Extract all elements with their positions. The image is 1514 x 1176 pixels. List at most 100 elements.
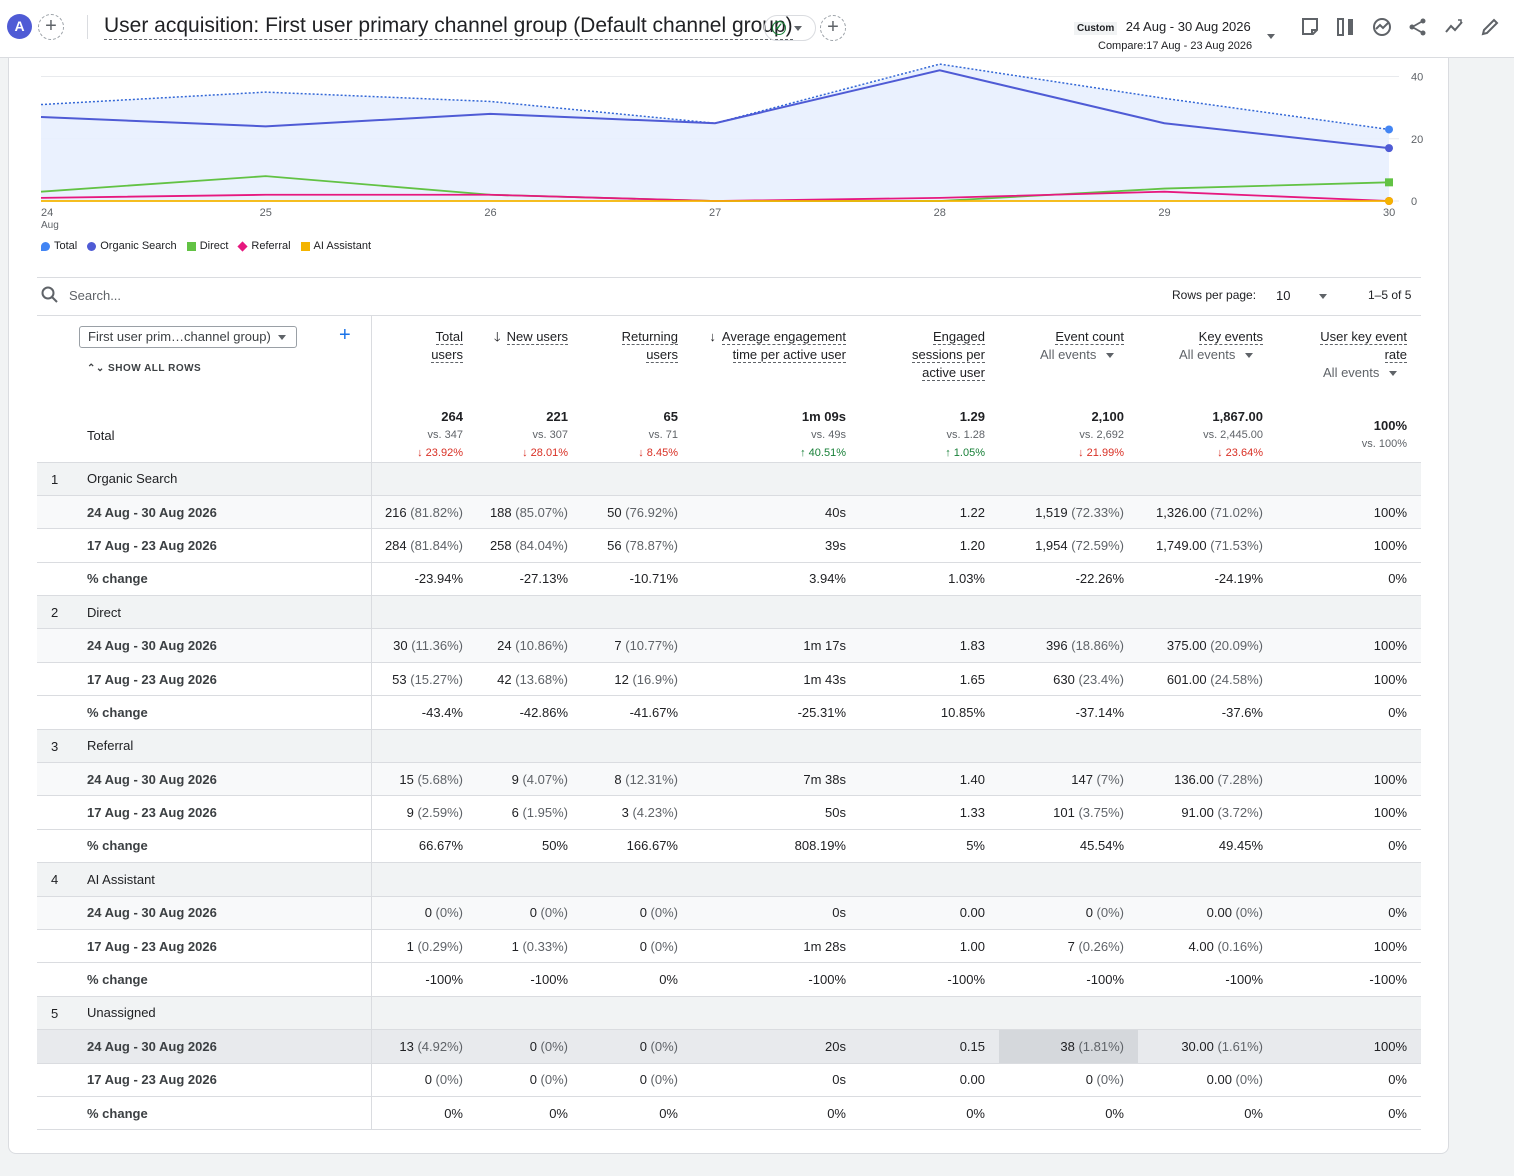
table-cell: 0% bbox=[477, 1096, 582, 1131]
table-cell: 50s bbox=[692, 795, 860, 830]
metric-header[interactable]: Returning users bbox=[582, 315, 692, 398]
add-comparison-button[interactable]: + bbox=[38, 14, 64, 40]
table-cell: 0% bbox=[1277, 829, 1421, 864]
table-cell: 630 (23.4%) bbox=[999, 662, 1138, 697]
table-cell: 0% bbox=[1277, 896, 1421, 930]
x-tick-label: 30 bbox=[1383, 207, 1395, 219]
add-dimension-button[interactable]: + bbox=[339, 324, 351, 346]
chevron-down-icon bbox=[794, 25, 802, 31]
table-cell: 258 (84.04%) bbox=[477, 528, 582, 563]
table-cell: 24 Aug - 30 Aug 2026 bbox=[37, 495, 372, 530]
metric-header[interactable]: Event count All events bbox=[999, 315, 1138, 398]
y-tick-label: 40 bbox=[1411, 72, 1423, 84]
compare-columns-icon[interactable] bbox=[1335, 16, 1357, 38]
table-cell: 1m 28s bbox=[692, 929, 860, 964]
table-cell: 0% bbox=[999, 1096, 1138, 1131]
table-cell: 1m 43s bbox=[692, 662, 860, 697]
table-row[interactable]: % change -100% -100% 0% -100% -100% -100% -100%… bbox=[37, 962, 1421, 997]
table-cell: -37.14% bbox=[999, 695, 1138, 730]
table-row[interactable]: % change 66.67% 50% 166.67% 808.19% 5% 45.54% 4… bbox=[37, 829, 1421, 864]
legend-item[interactable]: Organic Search bbox=[87, 240, 177, 252]
metric-header[interactable]: Key events All events bbox=[1138, 315, 1277, 398]
table-cell: % change bbox=[37, 829, 372, 864]
table-cell: 100% bbox=[1277, 1029, 1421, 1064]
table-cell: 0 (0%) bbox=[582, 929, 692, 964]
chart-legend: Total Organic Search Direct Referral AI Assi… bbox=[41, 240, 371, 252]
table-cell: 2 Direct bbox=[37, 595, 372, 630]
table-row[interactable]: % change -23.94% -27.13% -10.71% 3.94% 1.03% -… bbox=[37, 562, 1421, 597]
share-icon[interactable] bbox=[1407, 16, 1429, 38]
group-row[interactable]: 1 Organic Search bbox=[37, 462, 1421, 496]
metric-header[interactable]: Total users bbox=[371, 315, 477, 398]
table-row[interactable]: 17 Aug - 23 Aug 2026 0 (0%) 0 (0%) 0 (0%) 0s… bbox=[37, 1063, 1421, 1097]
table-cell: 0s bbox=[692, 1063, 860, 1097]
legend-item[interactable]: Direct bbox=[186, 240, 228, 252]
legend-item[interactable]: AI Assistant bbox=[300, 240, 372, 252]
table-cell: 6 (1.95%) bbox=[477, 795, 582, 830]
table-cell: 100% bbox=[1277, 929, 1421, 964]
show-all-rows-button[interactable]: ⌃⌄ SHOW ALL ROWS bbox=[87, 363, 202, 374]
add-report-button[interactable]: + bbox=[820, 15, 846, 41]
table-row[interactable]: 24 Aug - 30 Aug 2026 15 (5.68%) 9 (4.07%) 8… bbox=[37, 762, 1421, 797]
page-title[interactable]: User acquisition: First user primary cha… bbox=[104, 13, 793, 40]
table-cell: 17 Aug - 23 Aug 2026 bbox=[37, 1063, 372, 1097]
table-row[interactable]: % change 0% 0% 0% 0% 0% 0% 0% 0% bbox=[37, 1096, 1421, 1131]
table-cell: 7 (0.26%) bbox=[999, 929, 1138, 964]
table-cell: 216 (81.82%) bbox=[371, 495, 477, 530]
total-metric-cell: 221 vs. 307 ↓ 28.01% bbox=[477, 397, 582, 463]
table-row[interactable]: 24 Aug - 30 Aug 2026 13 (4.92%) 0 (0%) 0 (0… bbox=[37, 1029, 1421, 1064]
rows-per-page-select[interactable]: 10 bbox=[1276, 288, 1291, 303]
table-cell: -25.31% bbox=[692, 695, 860, 730]
table-cell: 17 Aug - 23 Aug 2026 bbox=[37, 528, 372, 563]
table-cell: 0 (0%) bbox=[582, 1029, 692, 1064]
table-cell: 56 (78.87%) bbox=[582, 528, 692, 563]
metric-header[interactable]: Engaged sessions per active user bbox=[860, 315, 999, 398]
date-range-picker[interactable]: Custom 24 Aug - 30 Aug 2026 Compare:17 A… bbox=[1074, 18, 1274, 52]
group-row[interactable]: 3 Referral bbox=[37, 729, 1421, 764]
group-row[interactable]: 4 AI Assistant bbox=[37, 862, 1421, 897]
table-row[interactable]: 24 Aug - 30 Aug 2026 216 (81.82%) 188 (85.… bbox=[37, 495, 1421, 530]
table-cell: 24 Aug - 30 Aug 2026 bbox=[37, 762, 372, 797]
table-cell: % change bbox=[37, 562, 372, 597]
metric-header[interactable]: ↓ Average engagement time per active user bbox=[692, 315, 860, 398]
group-row[interactable]: 5 Unassigned bbox=[37, 996, 1421, 1031]
report-status-dropdown[interactable]: ✓ bbox=[764, 15, 816, 41]
search-input[interactable]: Search... bbox=[69, 287, 122, 303]
sort-arrow-icon: ↓ bbox=[709, 329, 716, 344]
metric-header[interactable]: 🡓 New users bbox=[477, 315, 582, 398]
group-row[interactable]: 2 Direct bbox=[37, 595, 1421, 630]
table-cell: 3 (4.23%) bbox=[582, 795, 692, 830]
legend-item[interactable]: Total bbox=[41, 240, 77, 252]
table-row[interactable]: % change -43.4% -42.86% -41.67% -25.31% 10.85… bbox=[37, 695, 1421, 730]
legend-label: AI Assistant bbox=[313, 240, 372, 252]
insights-icon[interactable] bbox=[1371, 16, 1393, 38]
table-row[interactable]: 17 Aug - 23 Aug 2026 9 (2.59%) 6 (1.95%) 3 … bbox=[37, 795, 1421, 830]
table-row[interactable]: 24 Aug - 30 Aug 2026 30 (11.36%) 24 (10.86… bbox=[37, 628, 1421, 663]
table-row[interactable]: 17 Aug - 23 Aug 2026 284 (81.84%) 258 (84.… bbox=[37, 528, 1421, 563]
table-cell: 100% bbox=[1277, 495, 1421, 530]
table-cell: 100% bbox=[1277, 528, 1421, 563]
table-cell: 1m 17s bbox=[692, 628, 860, 663]
table-search[interactable]: Search... bbox=[41, 286, 121, 304]
trend-analysis-icon[interactable] bbox=[1443, 16, 1465, 38]
table-cell: -22.26% bbox=[999, 562, 1138, 597]
chevron-down-icon[interactable] bbox=[1319, 294, 1327, 299]
edit-comparison-icon[interactable] bbox=[1299, 16, 1321, 38]
table-cell: -37.6% bbox=[1138, 695, 1277, 730]
table-cell: -100% bbox=[860, 962, 999, 997]
table-row[interactable]: 24 Aug - 30 Aug 2026 0 (0%) 0 (0%) 0 (0%) 0s… bbox=[37, 896, 1421, 930]
table-cell: -27.13% bbox=[477, 562, 582, 597]
table-row[interactable]: 17 Aug - 23 Aug 2026 53 (15.27%) 42 (13.68… bbox=[37, 662, 1421, 697]
table-row[interactable]: 17 Aug - 23 Aug 2026 1 (0.29%) 1 (0.33%) 0 … bbox=[37, 929, 1421, 964]
metric-header[interactable]: User key event rate All events bbox=[1277, 315, 1421, 398]
chevron-down-icon[interactable] bbox=[1267, 34, 1275, 39]
series-line-total bbox=[40, 63, 1390, 131]
account-avatar[interactable]: A bbox=[7, 14, 32, 39]
legend-item[interactable]: Referral bbox=[237, 240, 291, 252]
table-cell: -100% bbox=[371, 962, 477, 997]
dimension-select[interactable]: First user prim…channel group) bbox=[79, 326, 297, 348]
table-cell: -41.67% bbox=[582, 695, 692, 730]
edit-pencil-icon[interactable] bbox=[1479, 16, 1501, 38]
table-cell: 375.00 (20.09%) bbox=[1138, 628, 1277, 663]
table-cell: 100% bbox=[1277, 662, 1421, 697]
